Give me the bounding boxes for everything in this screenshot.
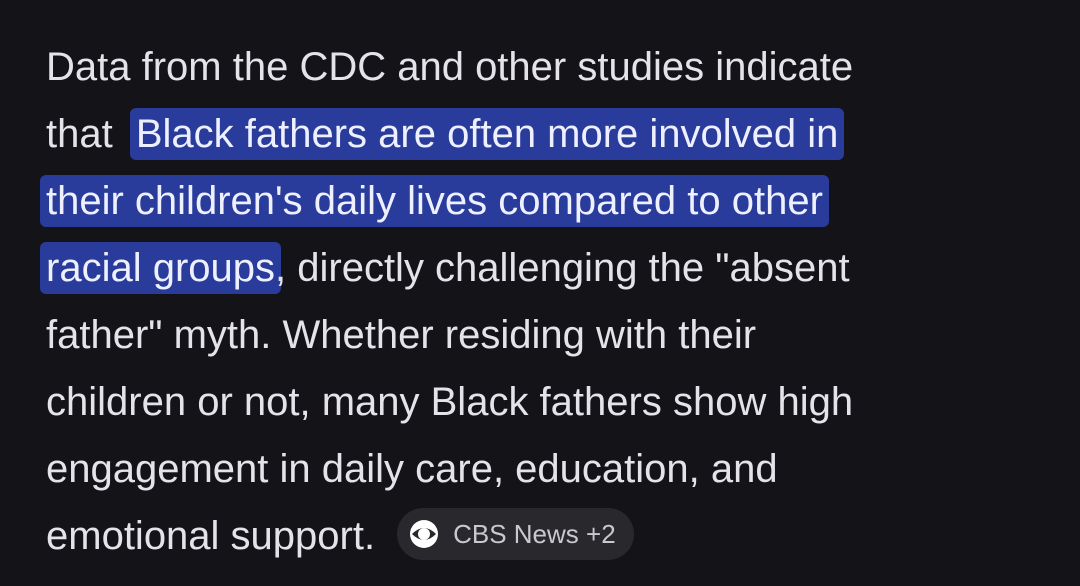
text: father" myth. Whether residing with thei… bbox=[46, 313, 757, 357]
text-line: racial groups, directly challenging the … bbox=[40, 235, 1066, 302]
text-line: engagement in daily care, education, and bbox=[46, 436, 1066, 503]
highlighted-text: their children's daily lives compared to… bbox=[40, 175, 829, 227]
text: engagement in daily care, education, and bbox=[46, 447, 778, 491]
text-line: father" myth. Whether residing with thei… bbox=[46, 302, 1066, 369]
text-line: their children's daily lives compared to… bbox=[40, 168, 1066, 235]
answer-paragraph: Data from the CDC and other studies indi… bbox=[40, 34, 1066, 570]
text-line: Data from the CDC and other studies indi… bbox=[46, 34, 1066, 101]
text: that bbox=[46, 112, 124, 156]
cbs-icon bbox=[410, 520, 439, 549]
text-line: that Black fathers are often more involv… bbox=[46, 101, 1066, 168]
text: children or not, many Black fathers show… bbox=[46, 380, 854, 424]
text: emotional support. bbox=[46, 514, 376, 558]
highlighted-text: Black fathers are often more involved in bbox=[129, 108, 845, 160]
text: Data from the CDC and other studies indi… bbox=[46, 45, 854, 89]
text-line: children or not, many Black fathers show… bbox=[46, 369, 1066, 436]
highlighted-text: racial groups bbox=[40, 242, 282, 294]
text-line: emotional support. CBS News +2 bbox=[46, 503, 1066, 570]
text: , directly challenging the "absent bbox=[275, 246, 850, 290]
source-label: CBS News +2 bbox=[453, 519, 616, 550]
source-chip[interactable]: CBS News +2 bbox=[397, 508, 634, 561]
